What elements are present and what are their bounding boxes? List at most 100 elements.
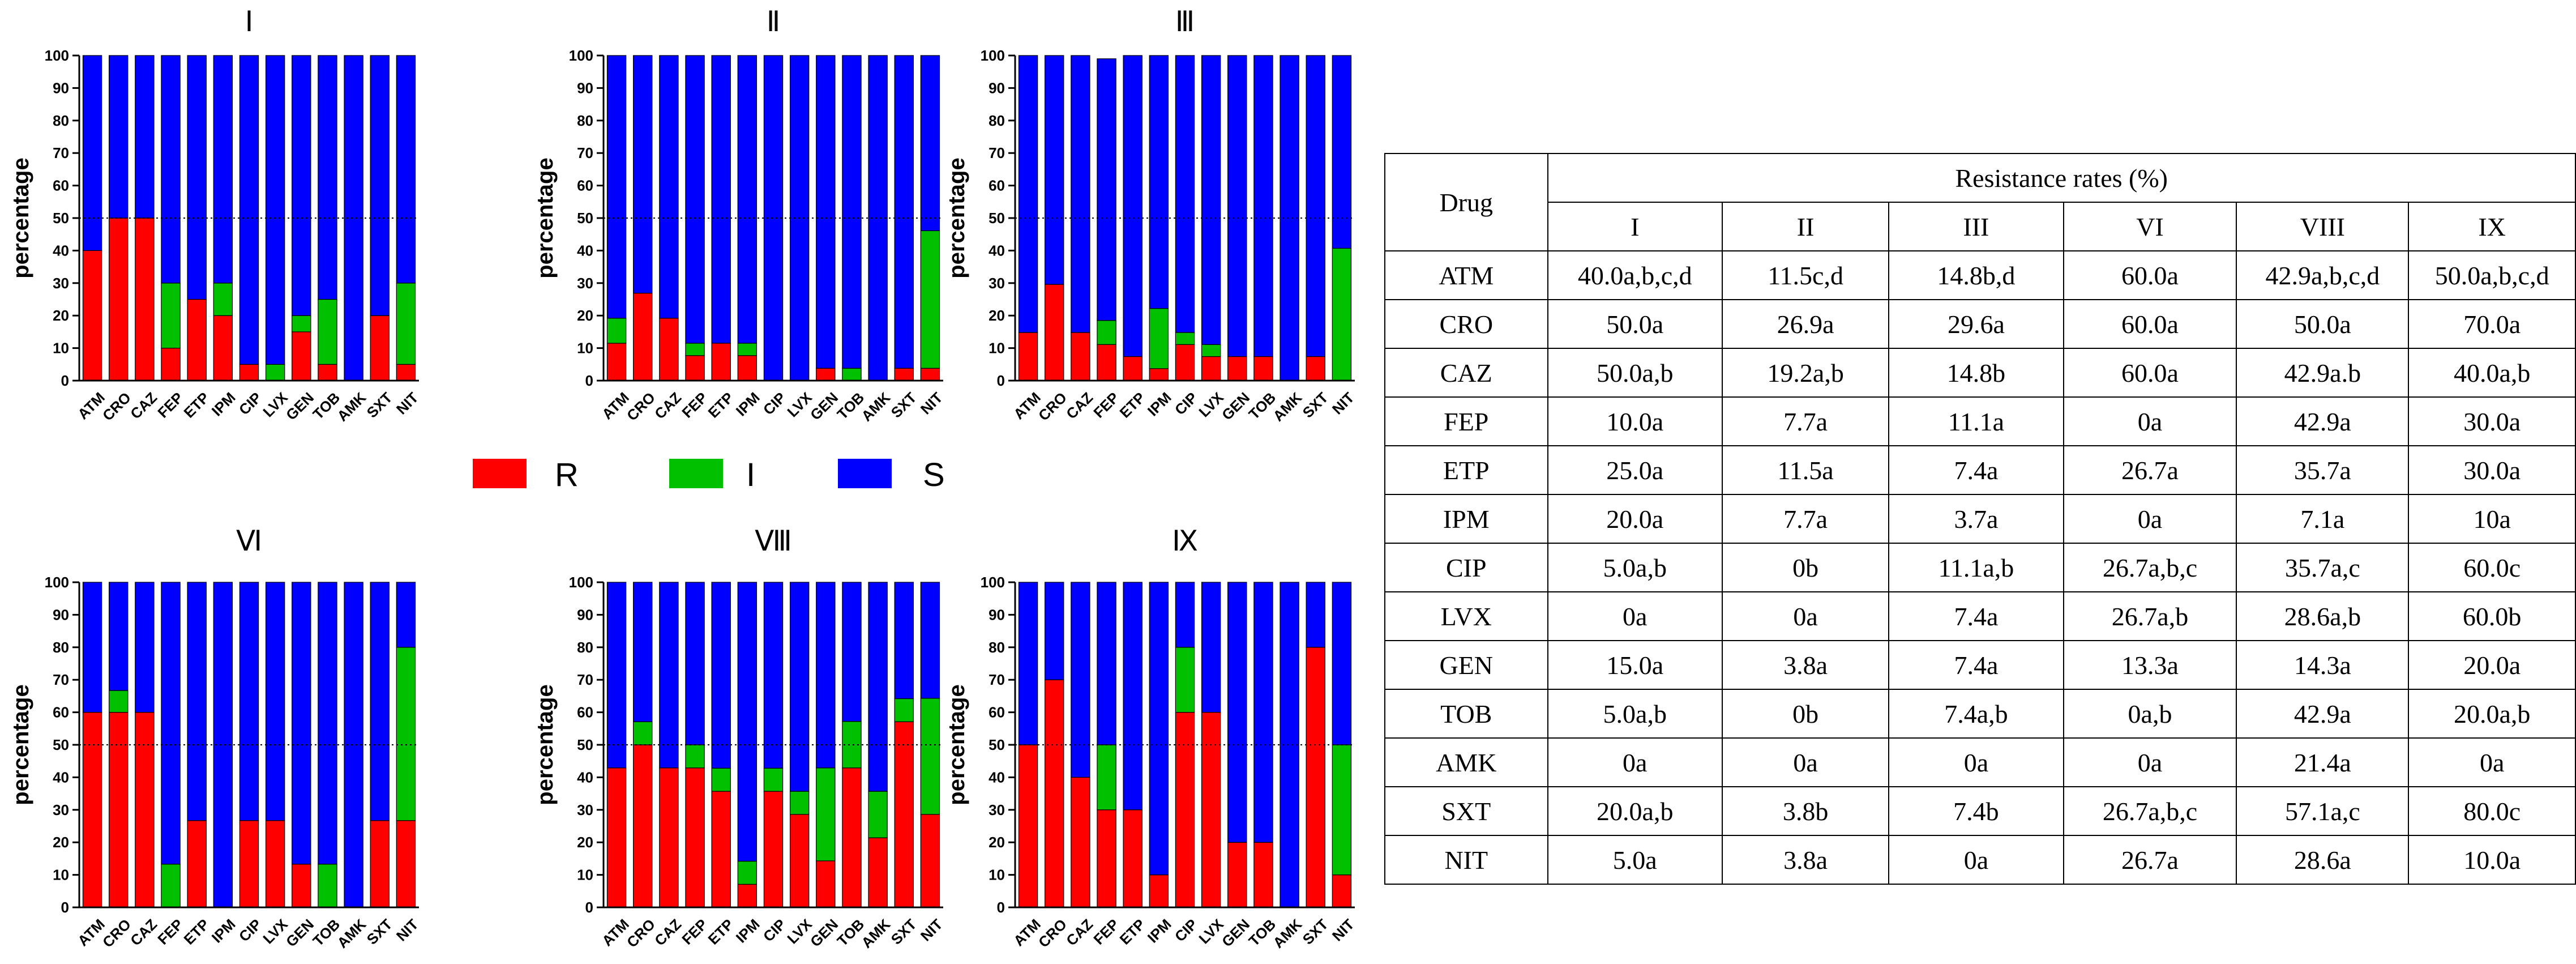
y-tick-label: 0	[997, 372, 1005, 389]
bar-R-AMK	[868, 837, 888, 908]
bar-S-NIT	[920, 55, 940, 231]
rate-cell: 60.0b	[2408, 591, 2576, 641]
x-tick-label: CIP	[236, 389, 265, 419]
bar-I-FEP	[685, 744, 705, 769]
bar-S-LVX	[1201, 55, 1221, 345]
rate-cell: 57.1a,c	[2236, 786, 2410, 836]
table-row: AMK 0a 0a 0a 0a 21.4a 0a	[1384, 737, 2576, 787]
bar-S-FEP	[685, 582, 705, 745]
rate-cell: 10a	[2408, 494, 2576, 544]
column-header: IX	[2408, 202, 2576, 251]
bar-S-CRO	[633, 582, 653, 722]
y-tick-label: 0	[585, 899, 593, 916]
y-tick-label: 90	[989, 79, 1005, 96]
x-tick-label: AMK	[858, 915, 893, 951]
bar-R-CAZ	[659, 318, 679, 381]
x-tick-label: ETP	[705, 389, 737, 421]
rate-cell: 40.0a,b,c,d	[1547, 250, 1723, 300]
bar-S-CRO	[633, 55, 653, 294]
bar-R-IPM	[737, 355, 758, 381]
rate-cell: 15.0a	[1547, 640, 1723, 690]
rate-cell: 5.0a	[1547, 835, 1723, 885]
rate-cell: 35.7a	[2236, 445, 2410, 495]
chart-panel-6: ⅨpercentageATMCROCAZFEPETPIPMCIPLVXGENTO…	[944, 525, 1358, 952]
x-tick-label: IPM	[208, 389, 239, 420]
bar-I-IPM	[737, 860, 758, 885]
y-tick-label: 70	[577, 144, 593, 161]
y-tick-label: 50	[53, 210, 69, 227]
rate-cell: 10.0a	[1547, 396, 1723, 446]
y-tick-label: 40	[53, 769, 69, 786]
rate-cell: 7.4a	[1888, 640, 2064, 690]
table-row: NIT 5.0a 3.8a 0a 26.7a 28.6a 10.0a	[1384, 835, 2576, 885]
x-tick-label: ATM	[598, 389, 632, 423]
bar-R-LVX	[1201, 356, 1221, 381]
rate-cell: 5.0a,b	[1547, 689, 1723, 739]
rate-cell: 42.9a,b,c,d	[2236, 250, 2410, 300]
y-tick-label: 60	[577, 704, 593, 721]
bar-R-ETP	[187, 298, 207, 381]
chart-title: Ⅵ	[236, 525, 262, 557]
bar-R-CRO	[633, 292, 653, 381]
bar-S-CRO	[1045, 55, 1064, 285]
rate-cell: 42.9a.b	[2236, 348, 2410, 398]
rate-cell: 26.9a	[1721, 299, 1890, 349]
bar-R-LVX	[265, 820, 285, 908]
rate-cell: 26.7a,b	[2062, 591, 2237, 641]
rate-cell: 7.4b	[1888, 786, 2064, 836]
bar-S-FEP	[161, 582, 181, 865]
rate-cell: 7.1a	[2236, 494, 2410, 544]
bar-S-CAZ	[1071, 582, 1090, 778]
bar-S-ATM	[1018, 582, 1038, 745]
y-tick-label: 10	[53, 340, 69, 357]
rate-cell: 28.6a	[2236, 835, 2410, 885]
bar-I-NIT	[920, 230, 940, 369]
y-tick-label: 0	[61, 899, 69, 916]
bar-S-ETP	[711, 55, 731, 344]
bar-S-CAZ	[135, 582, 155, 713]
bar-I-TOB	[842, 721, 862, 769]
bar-I-NIT	[396, 647, 416, 821]
bar-S-NIT	[920, 582, 940, 699]
bar-R-CAZ	[1071, 777, 1090, 908]
y-tick-label: 10	[577, 340, 593, 357]
x-tick-label: GEN	[283, 389, 317, 424]
chart-title: Ⅸ	[1172, 525, 1198, 557]
rate-cell: 29.6a	[1888, 299, 2064, 349]
bar-S-NIT	[1332, 582, 1352, 745]
x-tick-label: CIP	[760, 389, 789, 419]
bar-S-CAZ	[659, 55, 679, 319]
y-tick-label: 50	[989, 736, 1005, 753]
bar-S-GEN	[292, 55, 311, 316]
bar-I-GEN	[816, 767, 836, 861]
y-axis-label: percentage	[944, 684, 969, 805]
rate-cell: 30.0a	[2408, 445, 2576, 495]
table-row: GEN 15.0a 3.8a 7.4a 13.3a 14.3a 20.0a	[1384, 640, 2576, 690]
y-tick-label: 20	[53, 307, 69, 324]
bar-S-GEN	[816, 55, 836, 369]
y-axis-label: percentage	[944, 157, 969, 278]
rate-cell: 0a	[2408, 737, 2576, 787]
bar-I-IPM	[213, 283, 233, 316]
bar-R-NIT	[1332, 874, 1352, 908]
bar-S-ATM	[1018, 55, 1038, 333]
table-row: ETP 25.0a 11.5a 7.4a 26.7a 35.7a 30.0a	[1384, 445, 2576, 495]
bar-S-SXT	[370, 582, 390, 821]
bar-S-SXT	[894, 55, 914, 369]
bar-R-NIT	[396, 364, 416, 381]
rate-cell: 60.0a	[2062, 250, 2237, 300]
x-tick-label: ATM	[74, 916, 108, 950]
bar-I-FEP	[161, 283, 181, 349]
table-row: LVX 0a 0a 7.4a 26.7a,b 28.6a,b 60.0b	[1384, 591, 2576, 641]
x-tick-label: CRO	[623, 389, 658, 424]
x-tick-label: CAZ	[127, 389, 160, 423]
y-tick-label: 60	[53, 177, 69, 194]
bar-R-GEN	[292, 864, 311, 908]
rate-cell: 30.0a	[2408, 396, 2576, 446]
rate-cell: 70.0a	[2408, 299, 2576, 349]
bar-I-NIT	[920, 698, 940, 815]
rate-cell: 50.0a,b,c,d	[2408, 250, 2576, 300]
y-tick-label: 80	[989, 112, 1005, 129]
bar-I-ETP	[711, 767, 731, 792]
